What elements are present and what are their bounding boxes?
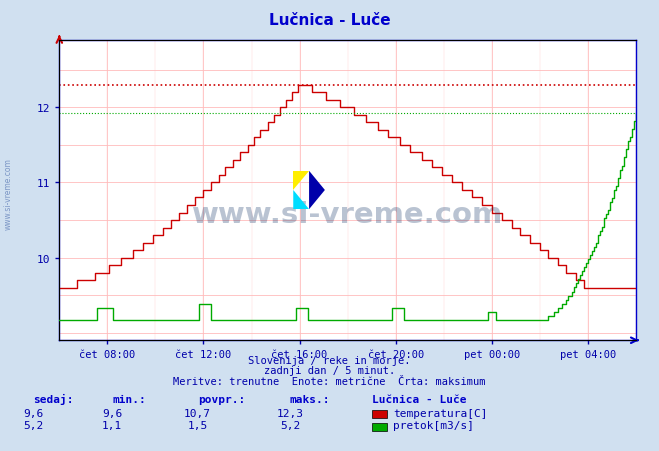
Text: www.si-vreme.com: www.si-vreme.com bbox=[192, 201, 503, 229]
Text: Slovenija / reke in morje.: Slovenija / reke in morje. bbox=[248, 355, 411, 365]
Text: min.:: min.: bbox=[112, 394, 146, 404]
Text: 1,5: 1,5 bbox=[188, 420, 208, 430]
Polygon shape bbox=[293, 190, 309, 210]
Text: www.si-vreme.com: www.si-vreme.com bbox=[3, 158, 13, 230]
Text: temperatura[C]: temperatura[C] bbox=[393, 408, 488, 418]
Text: zadnji dan / 5 minut.: zadnji dan / 5 minut. bbox=[264, 365, 395, 375]
Text: 9,6: 9,6 bbox=[102, 408, 122, 418]
Text: 10,7: 10,7 bbox=[185, 408, 211, 418]
Text: povpr.:: povpr.: bbox=[198, 394, 245, 404]
Text: pretok[m3/s]: pretok[m3/s] bbox=[393, 420, 474, 430]
Text: 5,2: 5,2 bbox=[23, 420, 43, 430]
Text: maks.:: maks.: bbox=[290, 394, 330, 404]
Text: sedaj:: sedaj: bbox=[33, 393, 73, 404]
Text: Lučnica - Luče: Lučnica - Luče bbox=[269, 13, 390, 28]
Text: 12,3: 12,3 bbox=[277, 408, 303, 418]
Text: 5,2: 5,2 bbox=[280, 420, 300, 430]
Polygon shape bbox=[309, 171, 325, 210]
Polygon shape bbox=[293, 171, 309, 190]
Text: Lučnica - Luče: Lučnica - Luče bbox=[372, 394, 467, 404]
Text: Meritve: trenutne  Enote: metrične  Črta: maksimum: Meritve: trenutne Enote: metrične Črta: … bbox=[173, 376, 486, 386]
Text: 1,1: 1,1 bbox=[102, 420, 122, 430]
Text: 9,6: 9,6 bbox=[23, 408, 43, 418]
